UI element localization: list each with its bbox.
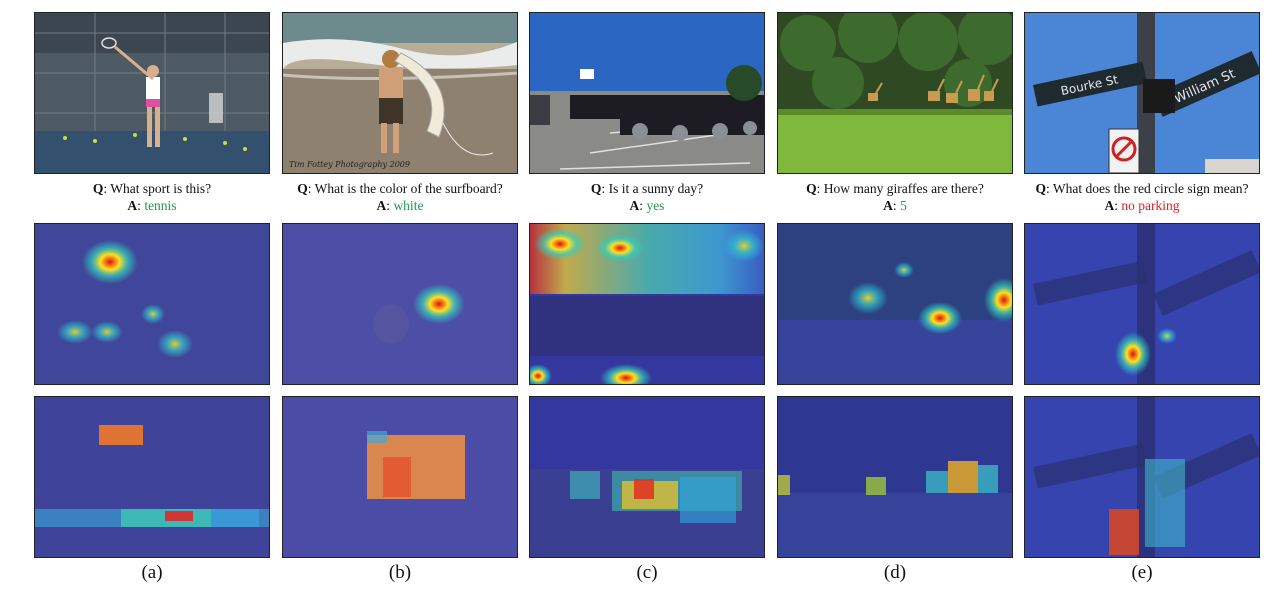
attention-map-boxes xyxy=(1024,396,1260,558)
subfigure-label: (b) xyxy=(388,562,412,583)
subfigure-label: (e) xyxy=(1131,562,1153,583)
question-line: Q: What does the red circle sign mean? xyxy=(1035,181,1249,196)
attention-map-boxes xyxy=(282,396,518,558)
subfigure-label: (c) xyxy=(636,562,658,583)
qa-caption: Q: Is it a sunny day? A: yes xyxy=(509,180,785,214)
attention-map-boxes xyxy=(529,396,765,558)
question-line: Q: Is it a sunny day? xyxy=(590,181,704,196)
qa-caption: Q: What is the color of the surfboard? A… xyxy=(262,180,538,214)
subfigure-label: (d) xyxy=(883,562,907,583)
answer-line: A: no parking xyxy=(1104,198,1180,213)
attention-map-heatmap xyxy=(282,223,518,385)
attention-map-boxes xyxy=(34,396,270,558)
answer-line: A: tennis xyxy=(127,198,177,213)
answer-line: A: white xyxy=(376,198,424,213)
answer-line: A: yes xyxy=(629,198,665,213)
answer-line: A: 5 xyxy=(883,198,907,213)
image-street-signs: Bourke St William St xyxy=(1024,12,1260,174)
photo-watermark: Tim Fottey Photography 2009 xyxy=(289,160,410,169)
question-line: Q: What is the color of the surfboard? xyxy=(297,181,503,196)
attention-map-heatmap xyxy=(34,223,270,385)
question-line: Q: How many giraffes are there? xyxy=(806,181,984,196)
attention-map-heatmap xyxy=(1024,223,1260,385)
qa-caption: Q: What sport is this? A: tennis xyxy=(14,180,290,214)
subfigure-label: (a) xyxy=(141,562,163,583)
qa-caption: Q: What does the red circle sign mean? A… xyxy=(1004,180,1277,214)
image-tennis xyxy=(34,12,270,174)
attention-map-heatmap xyxy=(777,223,1013,385)
attention-map-heatmap xyxy=(529,223,765,385)
image-surfer: Tim Fottey Photography 2009 xyxy=(282,12,518,174)
image-parking-lot xyxy=(529,12,765,174)
image-giraffes xyxy=(777,12,1013,174)
question-line: Q: What sport is this? xyxy=(92,181,212,196)
qa-caption: Q: How many giraffes are there? A: 5 xyxy=(757,180,1033,214)
attention-map-boxes xyxy=(777,396,1013,558)
